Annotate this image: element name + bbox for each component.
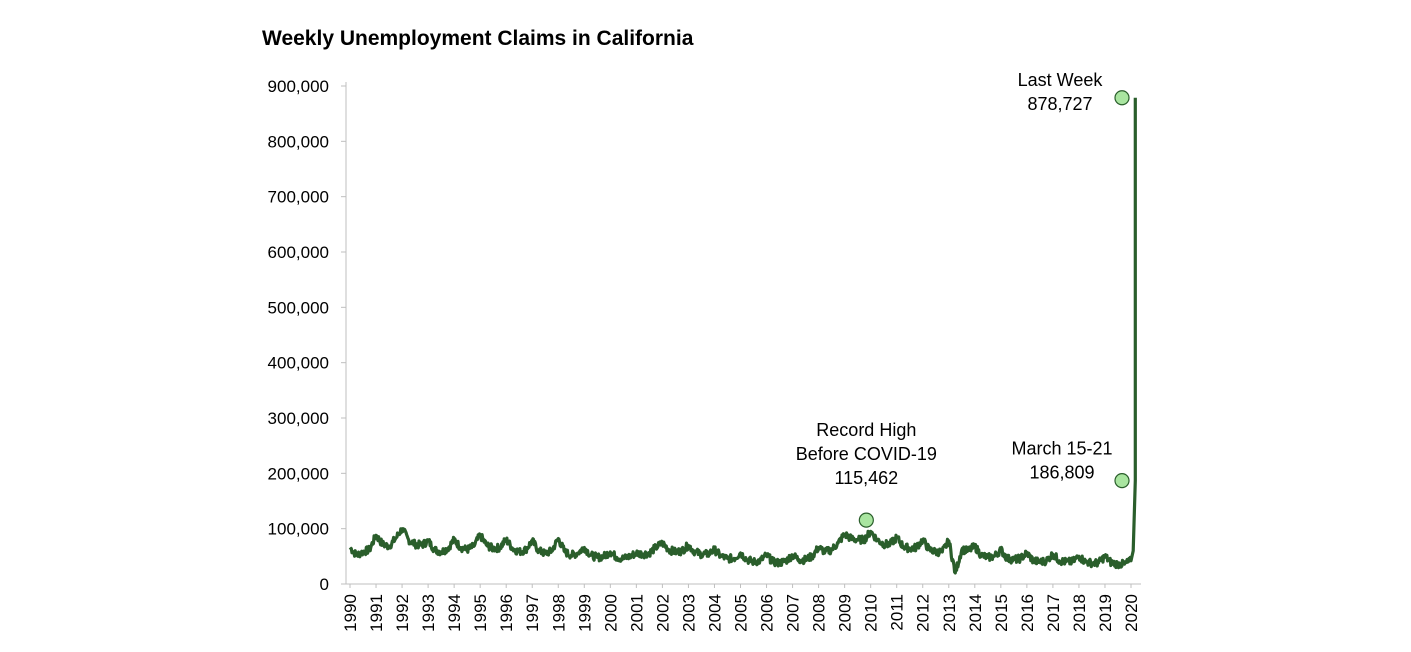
x-tick-label: 2012 bbox=[914, 594, 933, 632]
chart-title: Weekly Unemployment Claims in California bbox=[262, 27, 694, 50]
annotation-marker bbox=[1114, 90, 1130, 106]
x-tick-label: 2003 bbox=[679, 594, 698, 632]
x-tick-label: 1991 bbox=[367, 594, 386, 632]
y-tick-label: 800,000 bbox=[268, 132, 329, 151]
y-tick-label: 900,000 bbox=[268, 77, 329, 96]
annotation-2: Last Week 878,727 bbox=[1018, 70, 1130, 114]
annotation-text: Last Week bbox=[1018, 70, 1104, 90]
x-tick-label: 1992 bbox=[393, 594, 412, 632]
x-tick-label: 1993 bbox=[419, 594, 438, 632]
x-tick-label: 2017 bbox=[1044, 594, 1063, 632]
series-area bbox=[348, 97, 1137, 575]
y-tick-label: 700,000 bbox=[268, 188, 329, 207]
x-tick-label: 2001 bbox=[627, 594, 646, 632]
y-tick-label: 100,000 bbox=[268, 520, 329, 539]
annotation-text: 115,462 bbox=[834, 468, 898, 488]
annotation-text: 878,727 bbox=[1027, 94, 1092, 114]
x-tick-label: 1990 bbox=[341, 594, 360, 632]
y-tick-label: 300,000 bbox=[268, 409, 329, 428]
x-tick-label: 2009 bbox=[836, 594, 855, 632]
x-axis: 1990 1991 1992 1993 1994 1995 1996 1997 1998 1999… bbox=[341, 583, 1141, 632]
x-tick-label: 1997 bbox=[523, 594, 542, 632]
y-tick-label: 200,000 bbox=[268, 464, 329, 483]
x-tick-label: 1999 bbox=[575, 594, 594, 632]
y-axis: 0 100,000 200,000 300,000 400,000 500,000 600,… bbox=[268, 77, 347, 594]
annotation-text: Before COVID-19 bbox=[796, 444, 937, 464]
annotation-marker bbox=[1114, 473, 1130, 489]
x-tick-label: 2006 bbox=[758, 594, 777, 632]
y-tick-label: 400,000 bbox=[268, 354, 329, 373]
x-tick-label: 1996 bbox=[497, 594, 516, 632]
annotation-text: March 15-21 bbox=[1011, 439, 1112, 459]
x-tick-label: 2007 bbox=[784, 594, 803, 632]
x-tick-label: 1998 bbox=[549, 594, 568, 632]
x-tick-label: 2008 bbox=[810, 594, 829, 632]
y-tick-label: 600,000 bbox=[268, 243, 329, 262]
x-tick-label: 2016 bbox=[1018, 594, 1037, 632]
annotation-0: Record High Before COVID-19 115,462 bbox=[796, 420, 937, 528]
x-tick-label: 2015 bbox=[992, 594, 1011, 632]
annotations: Record High Before COVID-19 115,462 March 1… bbox=[796, 70, 1130, 528]
annotation-marker bbox=[858, 512, 874, 528]
x-tick-label: 2018 bbox=[1070, 594, 1089, 632]
series-line bbox=[348, 97, 1137, 575]
x-tick-label: 2011 bbox=[888, 594, 907, 631]
y-tick-label: 500,000 bbox=[268, 298, 329, 317]
x-tick-label: 2002 bbox=[653, 594, 672, 632]
x-tick-label: 2014 bbox=[966, 594, 985, 632]
annotation-text: Record High bbox=[816, 420, 916, 440]
annotation-1: March 15-21 186,809 bbox=[1011, 439, 1130, 489]
x-tick-label: 2004 bbox=[705, 594, 724, 632]
x-tick-label: 2010 bbox=[862, 594, 881, 632]
y-tick-label: 0 bbox=[320, 575, 329, 594]
x-tick-label: 2020 bbox=[1122, 594, 1141, 632]
x-tick-label: 2005 bbox=[732, 594, 751, 632]
x-tick-label: 2019 bbox=[1096, 594, 1115, 632]
x-tick-label: 1994 bbox=[445, 594, 464, 632]
x-tick-label: 1995 bbox=[471, 594, 490, 632]
x-tick-label: 2013 bbox=[940, 594, 959, 632]
x-tick-label: 2000 bbox=[601, 594, 620, 632]
annotation-text: 186,809 bbox=[1029, 463, 1094, 483]
